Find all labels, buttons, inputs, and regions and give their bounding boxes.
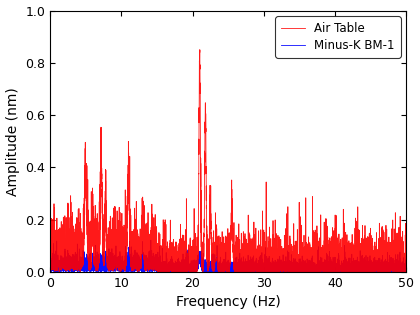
Air Table bbox=[47, 268, 52, 272]
Air Table bbox=[404, 206, 409, 210]
Line: Minus-K BM-1: Minus-K BM-1 bbox=[50, 240, 407, 272]
Air Table bbox=[385, 256, 390, 260]
Legend: Air Table, Minus-K BM-1: Air Table, Minus-K BM-1 bbox=[275, 16, 401, 58]
Minus-K BM-1 bbox=[69, 265, 74, 268]
Air Table bbox=[117, 259, 122, 263]
X-axis label: Frequency (Hz): Frequency (Hz) bbox=[176, 295, 281, 309]
Minus-K BM-1 bbox=[47, 262, 52, 266]
Air Table bbox=[69, 266, 74, 270]
Minus-K BM-1 bbox=[62, 262, 67, 266]
Air Table bbox=[49, 261, 54, 265]
Y-axis label: Amplitude (nm): Amplitude (nm) bbox=[5, 87, 20, 196]
Air Table bbox=[197, 48, 202, 52]
Air Table bbox=[62, 260, 67, 264]
Minus-K BM-1 bbox=[222, 269, 227, 272]
Minus-K BM-1 bbox=[49, 264, 54, 267]
Air Table bbox=[222, 267, 227, 271]
Air Table bbox=[236, 270, 241, 274]
Line: Air Table: Air Table bbox=[50, 50, 407, 272]
Minus-K BM-1 bbox=[331, 270, 336, 274]
Minus-K BM-1 bbox=[404, 267, 409, 271]
Minus-K BM-1 bbox=[385, 267, 390, 271]
Minus-K BM-1 bbox=[117, 263, 122, 267]
Minus-K BM-1 bbox=[148, 238, 153, 242]
